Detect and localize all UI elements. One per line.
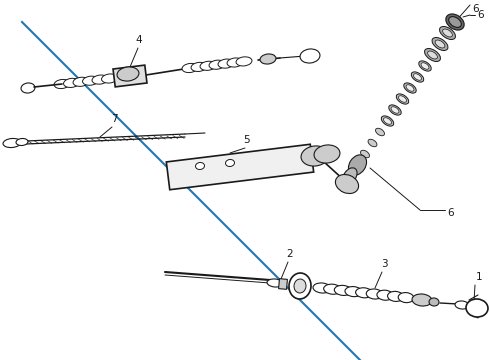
Ellipse shape: [424, 49, 441, 62]
Ellipse shape: [218, 59, 234, 68]
Ellipse shape: [336, 175, 359, 194]
Text: 6: 6: [477, 10, 484, 20]
Ellipse shape: [101, 74, 118, 83]
Ellipse shape: [429, 298, 439, 306]
Ellipse shape: [398, 96, 407, 102]
Ellipse shape: [440, 27, 456, 40]
Ellipse shape: [414, 74, 421, 80]
Ellipse shape: [419, 61, 431, 71]
Ellipse shape: [267, 279, 283, 287]
Ellipse shape: [196, 162, 204, 170]
Ellipse shape: [21, 83, 35, 93]
Ellipse shape: [324, 284, 342, 294]
Ellipse shape: [391, 107, 399, 113]
Ellipse shape: [227, 58, 243, 67]
Ellipse shape: [442, 29, 452, 37]
Text: 1: 1: [476, 272, 483, 282]
Ellipse shape: [334, 285, 352, 296]
Text: 5: 5: [243, 135, 249, 145]
Text: 3: 3: [381, 259, 387, 269]
Ellipse shape: [191, 62, 207, 72]
Ellipse shape: [82, 76, 98, 85]
Ellipse shape: [384, 118, 392, 124]
Ellipse shape: [301, 146, 329, 166]
Ellipse shape: [345, 287, 362, 297]
Ellipse shape: [54, 80, 70, 89]
Text: 4: 4: [136, 35, 142, 45]
Ellipse shape: [377, 290, 393, 300]
Ellipse shape: [209, 60, 225, 69]
Ellipse shape: [421, 63, 429, 69]
Ellipse shape: [289, 273, 311, 299]
Ellipse shape: [398, 293, 414, 303]
Ellipse shape: [73, 77, 89, 86]
Ellipse shape: [3, 139, 21, 148]
Ellipse shape: [361, 150, 369, 158]
Ellipse shape: [92, 75, 108, 84]
Ellipse shape: [313, 283, 331, 293]
Ellipse shape: [412, 294, 432, 306]
Ellipse shape: [446, 14, 464, 30]
Ellipse shape: [338, 183, 347, 191]
Ellipse shape: [294, 279, 306, 293]
Ellipse shape: [353, 161, 362, 169]
Ellipse shape: [343, 168, 357, 184]
Ellipse shape: [435, 40, 445, 48]
Ellipse shape: [406, 85, 414, 91]
Text: 7: 7: [111, 114, 117, 124]
Text: 6: 6: [472, 4, 479, 14]
Ellipse shape: [225, 159, 235, 167]
Ellipse shape: [455, 301, 469, 309]
Ellipse shape: [381, 116, 394, 126]
Ellipse shape: [200, 61, 216, 70]
Ellipse shape: [404, 83, 416, 93]
Ellipse shape: [236, 57, 252, 66]
Ellipse shape: [375, 128, 385, 136]
Ellipse shape: [368, 139, 377, 147]
Polygon shape: [279, 279, 288, 289]
Ellipse shape: [16, 139, 28, 145]
Polygon shape: [113, 65, 147, 87]
Ellipse shape: [117, 67, 139, 81]
Text: 2: 2: [287, 249, 294, 259]
Ellipse shape: [356, 288, 372, 298]
Ellipse shape: [411, 72, 424, 82]
Ellipse shape: [449, 17, 461, 27]
Ellipse shape: [396, 94, 409, 104]
Ellipse shape: [314, 145, 340, 163]
Ellipse shape: [64, 78, 79, 87]
Text: 6: 6: [447, 208, 454, 218]
Ellipse shape: [182, 63, 198, 73]
Polygon shape: [166, 144, 314, 190]
Ellipse shape: [260, 54, 276, 64]
Ellipse shape: [366, 289, 383, 299]
Ellipse shape: [466, 299, 488, 317]
Ellipse shape: [348, 155, 367, 175]
Ellipse shape: [432, 37, 448, 50]
Ellipse shape: [388, 291, 403, 301]
Ellipse shape: [300, 49, 320, 63]
Ellipse shape: [389, 105, 401, 115]
Ellipse shape: [428, 51, 438, 59]
Ellipse shape: [345, 172, 354, 180]
